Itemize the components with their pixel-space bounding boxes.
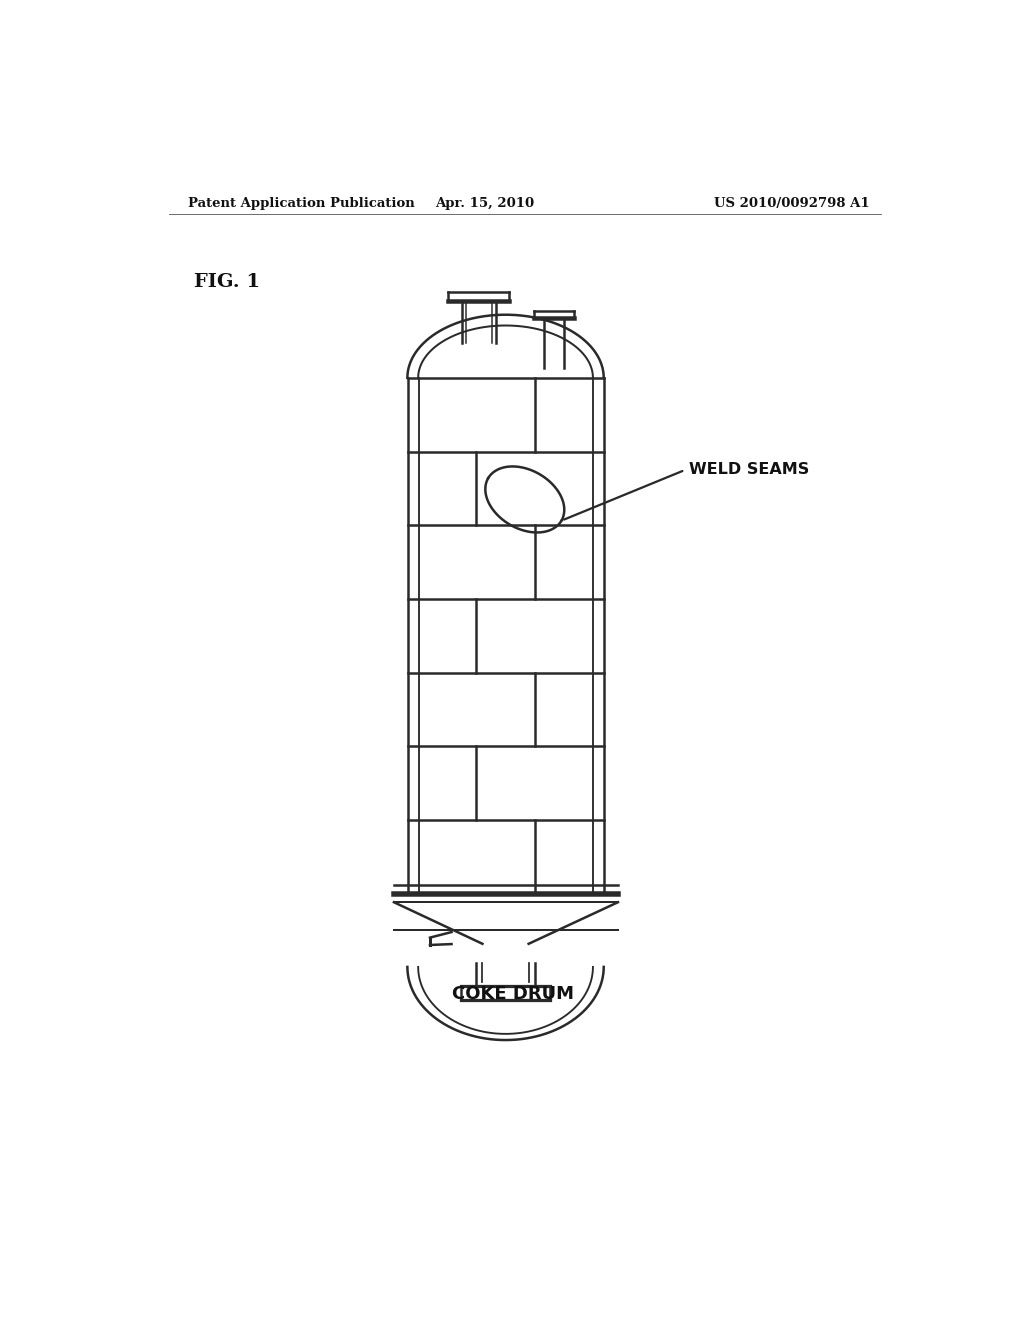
Text: COKE DRUM: COKE DRUM <box>453 985 574 1003</box>
Text: WELD SEAMS: WELD SEAMS <box>689 462 809 478</box>
Text: Apr. 15, 2010: Apr. 15, 2010 <box>435 197 535 210</box>
Text: US 2010/0092798 A1: US 2010/0092798 A1 <box>714 197 869 210</box>
Text: FIG. 1: FIG. 1 <box>194 273 260 290</box>
Text: Patent Application Publication: Patent Application Publication <box>188 197 415 210</box>
